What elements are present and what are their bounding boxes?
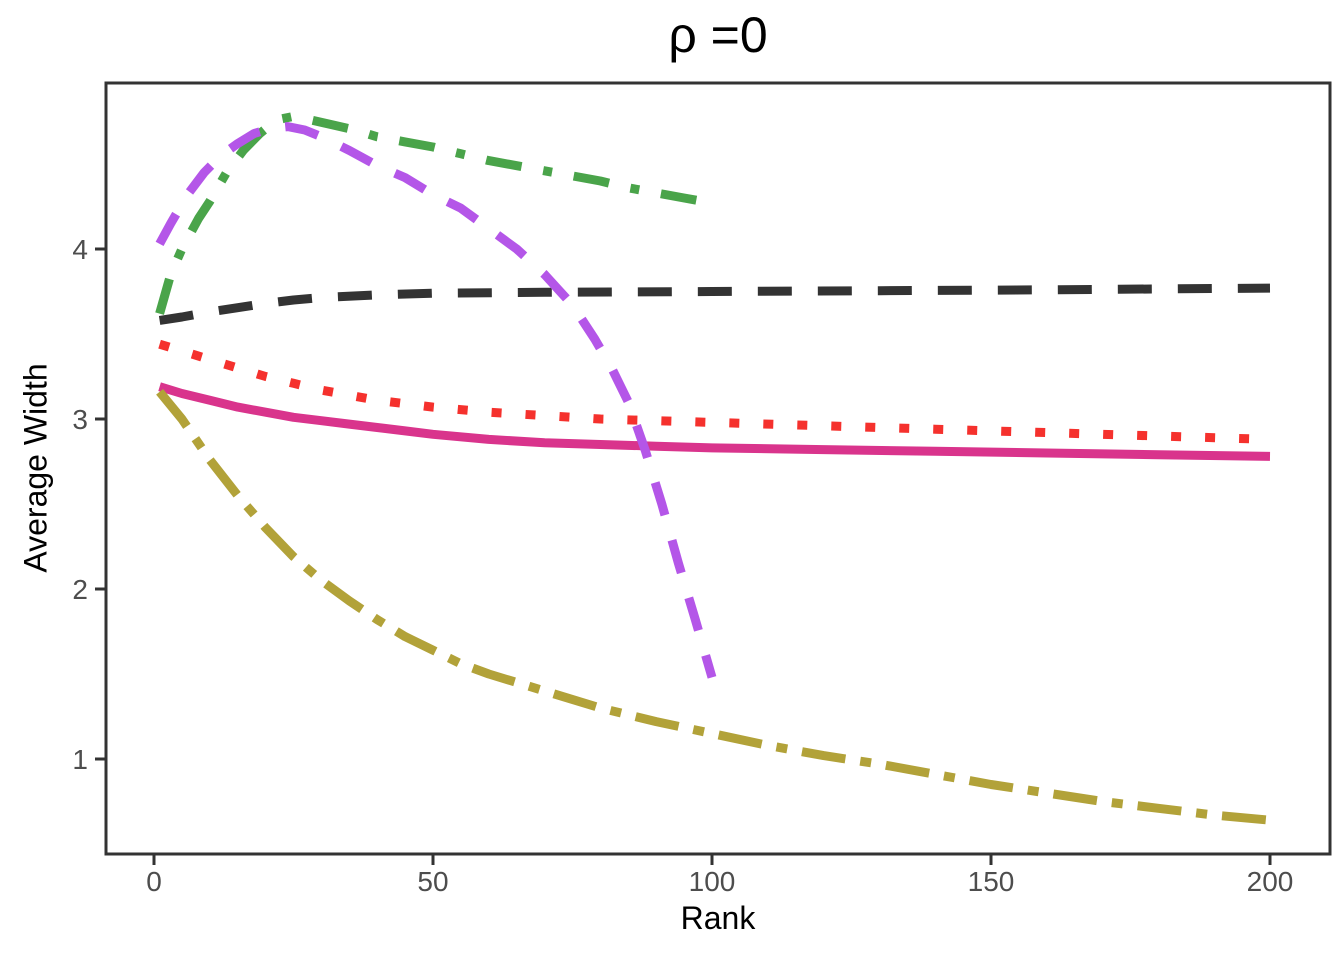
y-axis-label: Average Width xyxy=(17,363,54,573)
panel-border xyxy=(104,81,1332,856)
series-magenta-solid-line xyxy=(158,382,1271,461)
y-tick-label: 2 xyxy=(72,574,88,605)
y-tick-label: 3 xyxy=(72,404,88,435)
x-tick-label: 150 xyxy=(968,866,1015,897)
series-black-dashed-line xyxy=(158,283,1271,325)
y-tick-label: 1 xyxy=(72,744,88,775)
series-green-twodash-line xyxy=(155,111,713,315)
series-purple-dashed-line xyxy=(155,122,717,679)
x-tick-label: 100 xyxy=(689,866,736,897)
x-tick-label: 200 xyxy=(1247,866,1294,897)
x-axis-label: Rank xyxy=(680,900,756,936)
chart-title: ρ =0 xyxy=(668,7,768,63)
y-tick-label: 4 xyxy=(72,234,88,265)
x-tick-label: 0 xyxy=(146,866,162,897)
y-axis-ticks: 1 2 3 4 xyxy=(72,234,106,775)
series-olive-dotdash-line xyxy=(156,388,1271,825)
x-tick-label: 50 xyxy=(417,866,448,897)
series-red-dotted-line xyxy=(158,339,1271,444)
x-axis-ticks: 0 50 100 150 200 xyxy=(146,854,1293,897)
